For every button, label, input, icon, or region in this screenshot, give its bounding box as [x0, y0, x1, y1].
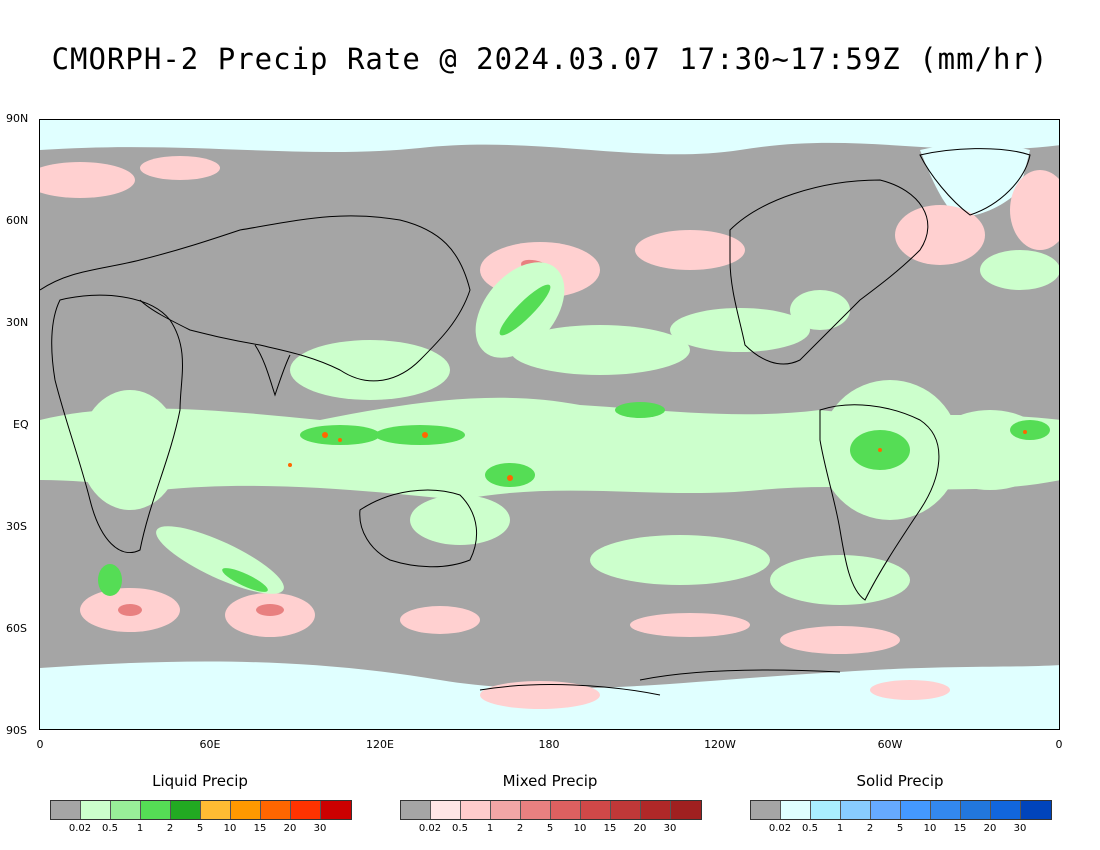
lat-label-60s: 60S — [6, 622, 27, 635]
legend-swatch — [671, 801, 701, 819]
arctic-solid-precip — [40, 120, 1059, 155]
legend-tick-label: 10 — [573, 823, 587, 834]
legend-tick-label: 5 — [546, 823, 554, 834]
legend-tick-label: 10 — [223, 823, 237, 834]
lat-label-90n: 90N — [6, 112, 29, 125]
liquid-precip-light — [40, 250, 1059, 605]
legend-tick-label: 0.02 — [768, 823, 792, 834]
legend-bar-liquid — [50, 800, 352, 820]
legend-swatch — [231, 801, 261, 819]
legend-tick-label: 2 — [166, 823, 174, 834]
lon-label-180: 180 — [538, 738, 560, 751]
legend-tick-label: 30 — [313, 823, 327, 834]
legend-swatch — [171, 801, 201, 819]
lat-label-90s: 90S — [6, 724, 27, 737]
legend-swatch — [401, 801, 431, 819]
coastlines — [40, 148, 1031, 696]
legend-tick-label: 2 — [516, 823, 524, 834]
liquid-precip-moderate — [98, 284, 1050, 596]
legend-swatch — [141, 801, 171, 819]
precip-map — [39, 119, 1060, 730]
legend-tick-label: 30 — [1013, 823, 1027, 834]
legend-bar-mixed — [400, 800, 702, 820]
legend-swatch — [81, 801, 111, 819]
lat-label-eq: EQ — [13, 418, 29, 431]
lat-label-60n: 60N — [6, 214, 29, 227]
legend-tick-label: 20 — [283, 823, 297, 834]
legend-tick-label: 20 — [983, 823, 997, 834]
legend-swatch — [51, 801, 81, 819]
legend-swatch — [961, 801, 991, 819]
page-title: CMORPH-2 Precip Rate @ 2024.03.07 17:30~… — [51, 42, 1049, 76]
legend-tick-label: 1 — [486, 823, 494, 834]
legend-tick-label: 0.5 — [802, 823, 818, 834]
legend-swatch — [261, 801, 291, 819]
liquid-precip-heavy — [288, 430, 1027, 481]
lon-label-120w: 120W — [704, 738, 736, 751]
legend-swatch — [201, 801, 231, 819]
legend-tick-label: 15 — [953, 823, 967, 834]
lon-label-60e: 60E — [199, 738, 221, 751]
legend-title-mixed: Mixed Precip — [502, 772, 598, 790]
precip-map-graphic — [40, 120, 1059, 729]
legend-tick-label: 10 — [923, 823, 937, 834]
legend-swatch — [551, 801, 581, 819]
legend-title-solid: Solid Precip — [856, 772, 944, 790]
legend-swatch — [781, 801, 811, 819]
legend-swatch — [901, 801, 931, 819]
legend-swatch — [871, 801, 901, 819]
legend-tick-label: 0.5 — [452, 823, 468, 834]
lon-label-120e: 120E — [366, 738, 394, 751]
lon-label-60w: 60W — [877, 738, 903, 751]
greenland-solid-precip — [920, 144, 1030, 217]
lon-label-0-right: 0 — [1055, 738, 1063, 751]
legend-tick-label: 5 — [896, 823, 904, 834]
legend-swatch — [581, 801, 611, 819]
lon-label-0-left: 0 — [36, 738, 44, 751]
legend-tick-label: 0.02 — [68, 823, 92, 834]
legend-tick-label: 0.5 — [102, 823, 118, 834]
legend-swatch — [931, 801, 961, 819]
legend-swatch — [291, 801, 321, 819]
legend-tick-label: 2 — [866, 823, 874, 834]
legend-tick-label: 15 — [603, 823, 617, 834]
lat-label-30n: 30N — [6, 316, 29, 329]
legend-tick-label: 1 — [136, 823, 144, 834]
legend-tick-label: 1 — [836, 823, 844, 834]
legend-swatch — [111, 801, 141, 819]
legend-tick-label: 30 — [663, 823, 677, 834]
legend-tick-label: 5 — [196, 823, 204, 834]
legend-title-liquid: Liquid Precip — [152, 772, 248, 790]
legend-tick-label: 0.02 — [418, 823, 442, 834]
legend-swatch — [991, 801, 1021, 819]
legend-tick-label: 15 — [253, 823, 267, 834]
legend-tick-label: 20 — [633, 823, 647, 834]
legend-swatch — [321, 801, 351, 819]
legend-swatch — [491, 801, 521, 819]
legend-swatch — [811, 801, 841, 819]
legend-swatch — [461, 801, 491, 819]
legend-swatch — [1021, 801, 1051, 819]
legend-swatch — [521, 801, 551, 819]
lat-label-30s: 30S — [6, 520, 27, 533]
legend-swatch — [611, 801, 641, 819]
legend-swatch — [641, 801, 671, 819]
legend-swatch — [751, 801, 781, 819]
legend-swatch — [841, 801, 871, 819]
legend-bar-solid — [750, 800, 1052, 820]
legend-swatch — [431, 801, 461, 819]
